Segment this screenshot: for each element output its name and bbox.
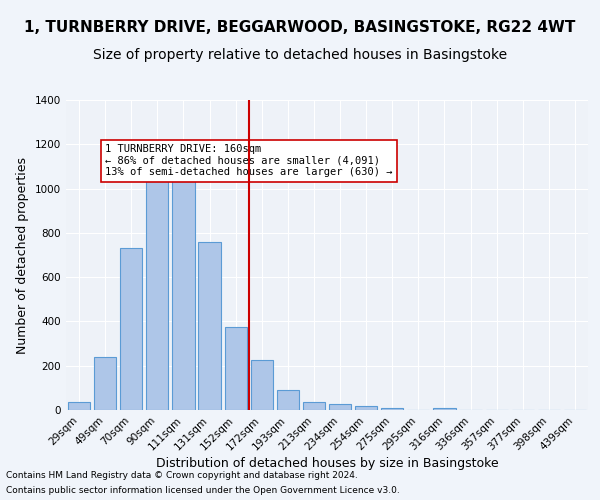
Bar [120,248,142,410]
Bar [251,360,273,410]
Text: Size of property relative to detached houses in Basingstoke: Size of property relative to detached ho… [93,48,507,62]
Bar [199,242,221,410]
X-axis label: Distribution of detached houses by size in Basingstoke: Distribution of detached houses by size … [155,458,499,470]
Bar [277,390,299,410]
Bar [172,162,194,410]
Text: Contains HM Land Registry data © Crown copyright and database right 2024.: Contains HM Land Registry data © Crown c… [6,471,358,480]
Bar [94,357,116,410]
Bar [224,327,247,410]
Text: 1 TURNBERRY DRIVE: 160sqm
← 86% of detached houses are smaller (4,091)
13% of se: 1 TURNBERRY DRIVE: 160sqm ← 86% of detac… [105,144,392,178]
Bar [355,406,377,410]
Bar [303,402,325,410]
Bar [433,408,455,410]
Bar [146,164,169,410]
Y-axis label: Number of detached properties: Number of detached properties [16,156,29,354]
Bar [329,404,351,410]
Bar [68,402,90,410]
Text: Contains public sector information licensed under the Open Government Licence v3: Contains public sector information licen… [6,486,400,495]
Bar [381,408,403,410]
Text: 1, TURNBERRY DRIVE, BEGGARWOOD, BASINGSTOKE, RG22 4WT: 1, TURNBERRY DRIVE, BEGGARWOOD, BASINGST… [25,20,575,35]
